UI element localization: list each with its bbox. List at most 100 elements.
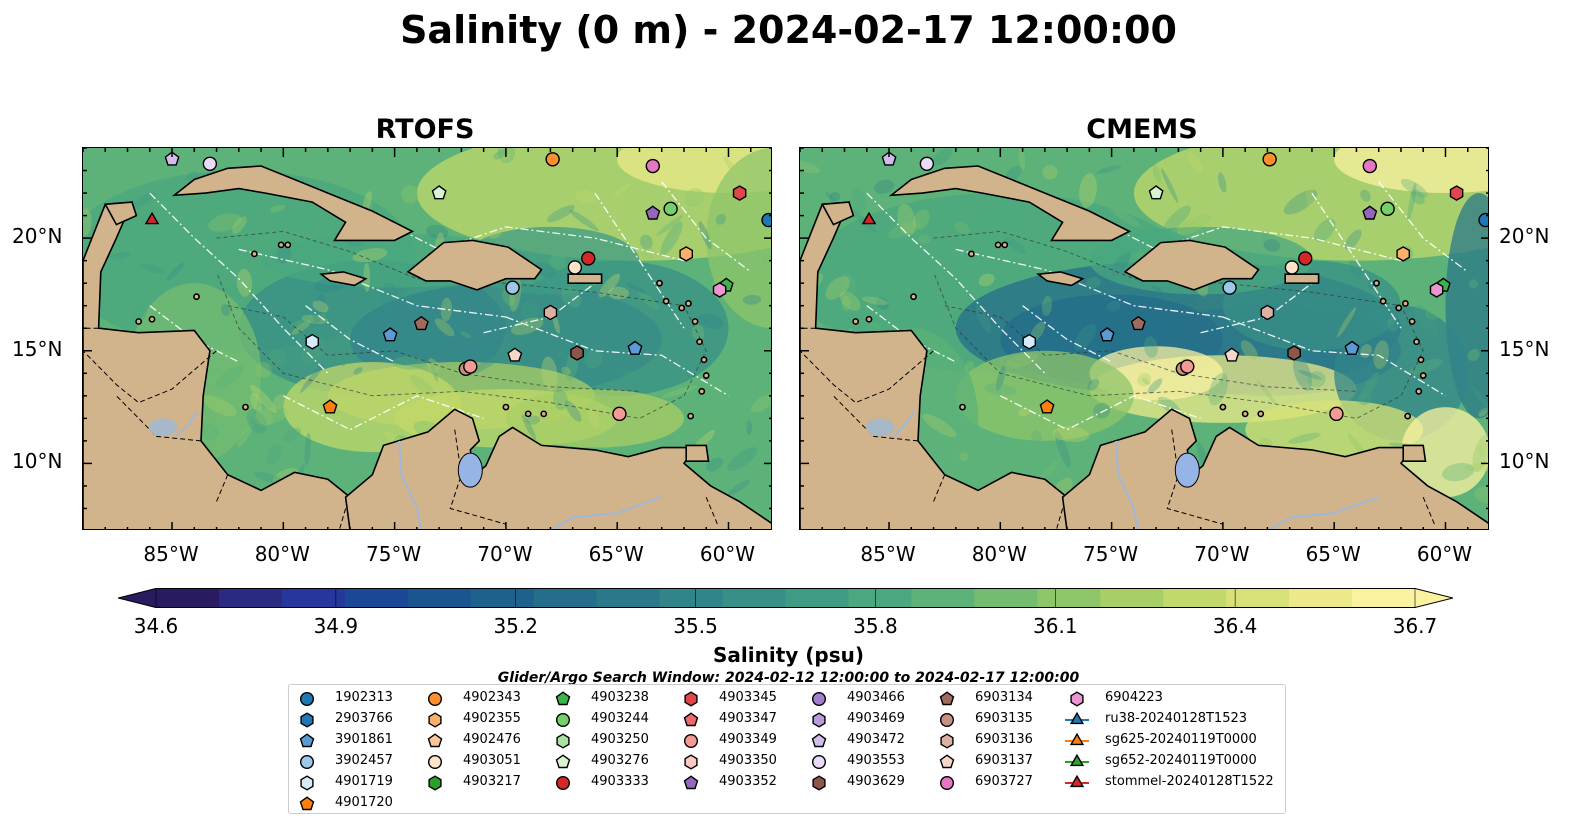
pentagon-marker-icon (427, 732, 443, 747)
lon-tick-label: 60°W (1416, 542, 1473, 566)
colorbar-segment (1289, 588, 1353, 608)
pentagon-marker-icon (555, 753, 571, 768)
legend-item: 4903250 (551, 729, 649, 750)
legend-item: 4901720 (295, 792, 393, 813)
map-cmems[interactable] (799, 147, 1489, 530)
hexagon-marker-icon (812, 711, 826, 728)
colorbar-tick-label: 36.1 (1033, 614, 1078, 638)
legend-label: 6903135 (975, 711, 1033, 726)
observation-4903276 (1148, 185, 1164, 200)
observation-4902355 (679, 246, 693, 262)
landmass-jamaica (1036, 271, 1085, 287)
map-rtofs[interactable] (82, 147, 772, 530)
legend-item: 6903136 (935, 729, 1033, 750)
observation-4903629 (570, 345, 584, 361)
observation-4903472 (164, 151, 180, 166)
colorbar-segment (596, 588, 661, 608)
legend-marker (427, 691, 443, 706)
legend-label: stommel-20240128T1522 (1105, 774, 1274, 789)
observation-4903051 (567, 260, 583, 275)
legend-marker (300, 711, 314, 728)
hexagon-marker-icon (556, 732, 570, 749)
observation-6903136 (543, 304, 558, 321)
observation-4903345 (732, 185, 747, 201)
observation-4901720 (1039, 399, 1055, 414)
landmass-trinidad (685, 444, 710, 463)
colorbar-segment (911, 588, 975, 608)
observation-6904223 (712, 282, 727, 298)
legend-marker (684, 753, 698, 770)
observation-4902343 (545, 152, 560, 167)
legend-marker (555, 753, 571, 768)
circle-marker-icon (811, 691, 827, 706)
lat-tick-label-right: 10°N (1499, 449, 1550, 474)
legend: 1902313 2903766 3901861 3902457 4901719 49017… (288, 684, 1286, 814)
legend-label: 4903238 (591, 690, 649, 705)
observation-4903345 (1449, 185, 1464, 201)
legend-label: 4903349 (719, 732, 777, 747)
salinity-patch (955, 350, 1134, 441)
legend-item: 4903217 (423, 771, 521, 792)
landmass-yucatantop (821, 201, 855, 226)
legend-marker (555, 775, 571, 790)
legend-label: 4903350 (719, 753, 777, 768)
hexagon-marker-icon (940, 732, 954, 749)
pentagon-marker-icon (683, 774, 699, 789)
observation-4903352 (645, 205, 661, 220)
salinity-patch (1400, 407, 1488, 498)
legend-label: 6904223 (1105, 690, 1163, 705)
legend-marker (555, 712, 571, 727)
legend-marker (300, 774, 314, 791)
lat-tick-label-right: 20°N (1499, 224, 1550, 249)
lon-tick-label: 80°W (971, 542, 1027, 566)
observation-4903276 (431, 185, 447, 200)
observation-stommel-20240128T1522 (144, 211, 160, 225)
legend-item: sg625-20240119T0000 (1065, 729, 1274, 750)
observation-4901719 (1022, 333, 1037, 350)
lon-tick-label: 85°W (860, 542, 916, 566)
observation-4901719 (305, 333, 320, 350)
legend-marker (683, 711, 699, 726)
legend-marker (299, 732, 315, 747)
panel-title-cmems: CMEMS (1086, 114, 1198, 145)
legend-item: 4903469 (807, 708, 905, 729)
observation-3901861 (382, 327, 398, 342)
legend-marker (811, 691, 827, 706)
legend-column: 1902313 2903766 3901861 3902457 4901719 49017… (295, 687, 393, 813)
colorbar-segment (156, 588, 220, 608)
landmass-puertorico (567, 273, 603, 284)
legend-label: 4903469 (847, 711, 905, 726)
lon-tick-label: 65°W (1305, 542, 1361, 566)
colorbar-segment (848, 588, 912, 608)
circle-marker-icon (555, 712, 571, 727)
legend-label: 4903352 (719, 774, 777, 789)
colorbar-segment (974, 588, 1038, 608)
observation-4902343 (1262, 152, 1277, 167)
legend-item: 6904223 (1065, 687, 1274, 708)
observation-3901861 (1344, 340, 1360, 355)
observation-3901861 (1099, 327, 1115, 342)
salinity-patch (505, 260, 729, 396)
colorbar-segment (470, 588, 535, 608)
legend-label: 4901719 (335, 774, 393, 789)
colorbar-extend-high (1415, 588, 1453, 608)
lake-nicaragua (149, 418, 178, 437)
observation-3902457 (1222, 280, 1237, 295)
salinity-patch (1245, 400, 1424, 459)
colorbar-segment (659, 588, 724, 608)
legend-marker (939, 753, 955, 768)
colorbar-segment (722, 588, 786, 608)
colorbar-tick-label: 35.2 (493, 614, 538, 638)
circle-marker-icon (299, 691, 315, 706)
colorbar-tick-label: 35.5 (673, 614, 718, 638)
legend-item: sg652-20240119T0000 (1065, 750, 1274, 771)
landmass-southamerica (344, 408, 771, 529)
legend-label: 4903629 (847, 774, 905, 789)
legend-item: 4903629 (807, 771, 905, 792)
colorbar-segment (785, 588, 849, 608)
legend-label: 4903333 (591, 774, 649, 789)
colorbar-segment (1352, 588, 1416, 608)
hexagon-marker-icon (300, 774, 314, 791)
legend-marker (1070, 690, 1084, 707)
lon-tick-label: 85°W (143, 542, 199, 566)
